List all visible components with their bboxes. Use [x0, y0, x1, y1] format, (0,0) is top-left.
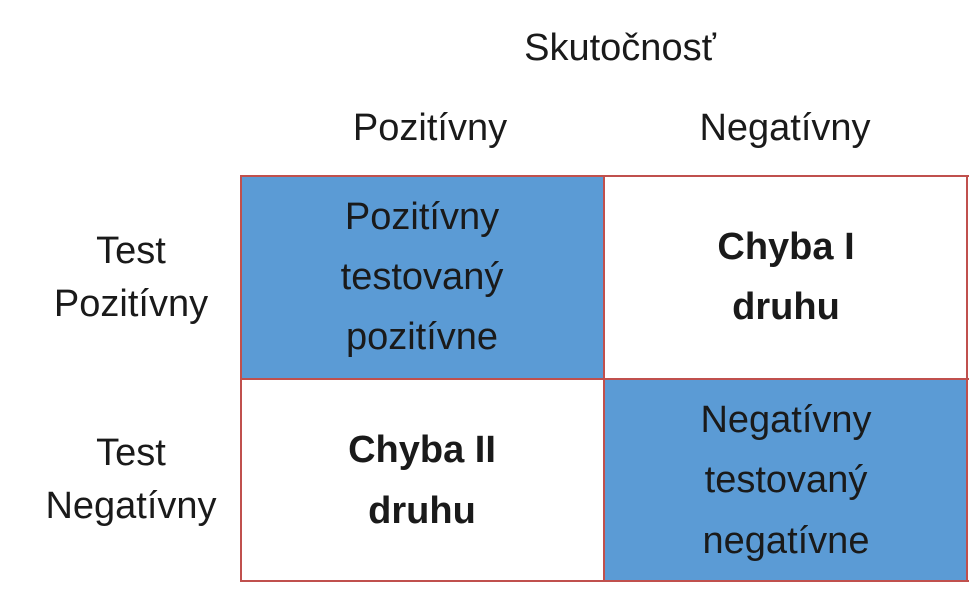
cell-line: Negatívny	[700, 399, 872, 442]
cell-line: druhu	[732, 286, 840, 328]
cell-line: negatívne	[702, 519, 870, 562]
cell-line: Pozitívny	[344, 195, 500, 238]
cell-line: testovaný	[704, 459, 868, 502]
row-header-line: Test	[96, 431, 166, 474]
grid-line-left	[240, 175, 242, 582]
row-header-line: Negatívny	[45, 485, 217, 527]
cell-type-ii-error: Chyba II druhu	[240, 379, 604, 582]
cell-type-i-error: Chyba I druhu	[604, 175, 968, 379]
cell-line: Chyba I	[717, 225, 855, 268]
row-header-test-negative: Test Negatívny	[20, 420, 242, 540]
row-header-line: Test	[96, 229, 166, 272]
cell-true-negative: Negatívny testovaný negatívne	[604, 379, 968, 582]
cell-line: pozitívne	[345, 316, 499, 359]
row-header-line: Pozitívny	[53, 283, 209, 325]
grid-line-middle-vertical	[603, 175, 605, 582]
grid-line-right	[966, 175, 968, 582]
cell-line: druhu	[368, 489, 476, 532]
cell-line: Chyba II	[348, 429, 496, 472]
row-header-test-positive: Test Pozitívny	[20, 218, 242, 338]
cell-line: testovaný	[340, 255, 504, 298]
column-header-negative: Negatívny	[699, 106, 871, 149]
cell-true-positive: Pozitívny testovaný pozitívne	[240, 175, 604, 379]
column-header-positive: Pozitívny	[352, 106, 508, 149]
actual-header: Skutočnosť	[524, 26, 716, 69]
